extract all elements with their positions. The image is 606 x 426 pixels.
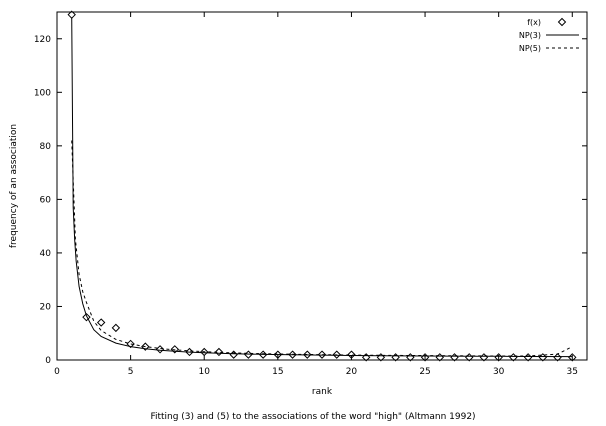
data-point-fx [82,312,91,322]
data-point-fx [155,345,165,354]
data-point-fx [96,318,106,327]
x-axis-ticks: 0 5 10 15 20 25 30 35 [54,12,578,377]
data-point-fx [244,350,253,359]
y-tick-label: 20 [40,302,52,312]
plot-frame [56,11,588,361]
data-point-fx [288,350,297,359]
x-tick-label: 15 [272,367,283,377]
data-point-fx [303,350,312,359]
y-tick-label: 60 [40,195,52,205]
series-line-np5 [71,140,573,357]
y-tick-label: 40 [40,249,52,259]
data-point-fx [361,353,371,362]
legend: f(x) NP(3) NP(5) [519,17,579,53]
x-tick-label: 30 [493,367,505,377]
legend-marker-diamond [557,17,567,27]
x-axis-label: rank [312,387,333,397]
data-point-fx [141,342,150,351]
y-tick-label: 120 [34,35,51,45]
legend-label: f(x) [527,18,541,27]
series-line-np3 [71,17,573,358]
x-tick-label: 0 [54,367,60,377]
y-axis-label: frequency of an association [9,124,19,248]
figure-caption: Fitting (3) and (5) to the associations … [150,412,475,422]
x-tick-label: 5 [128,367,134,377]
x-tick-label: 35 [567,367,578,377]
y-axis-ticks: 0 20 40 60 80 100 120 [34,35,587,366]
data-point-fx [332,350,341,359]
legend-label: NP(3) [519,31,541,40]
x-tick-label: 25 [419,367,430,377]
data-point-fx [317,350,327,359]
y-tick-label: 80 [40,142,52,152]
data-point-fx [126,339,135,349]
x-tick-label: 20 [346,367,358,377]
y-tick-label: 100 [34,88,51,98]
x-tick-label: 10 [198,367,210,377]
data-point-fx [258,350,268,359]
data-point-fx [200,347,209,357]
y-tick-label: 0 [45,356,51,366]
legend-label: NP(5) [519,44,541,53]
data-point-fx [170,345,179,354]
data-point-fx [111,323,121,333]
series-layer [67,10,577,362]
data-point-fx [214,347,224,357]
data-point-fx [347,350,356,359]
data-point-fx [229,350,238,359]
